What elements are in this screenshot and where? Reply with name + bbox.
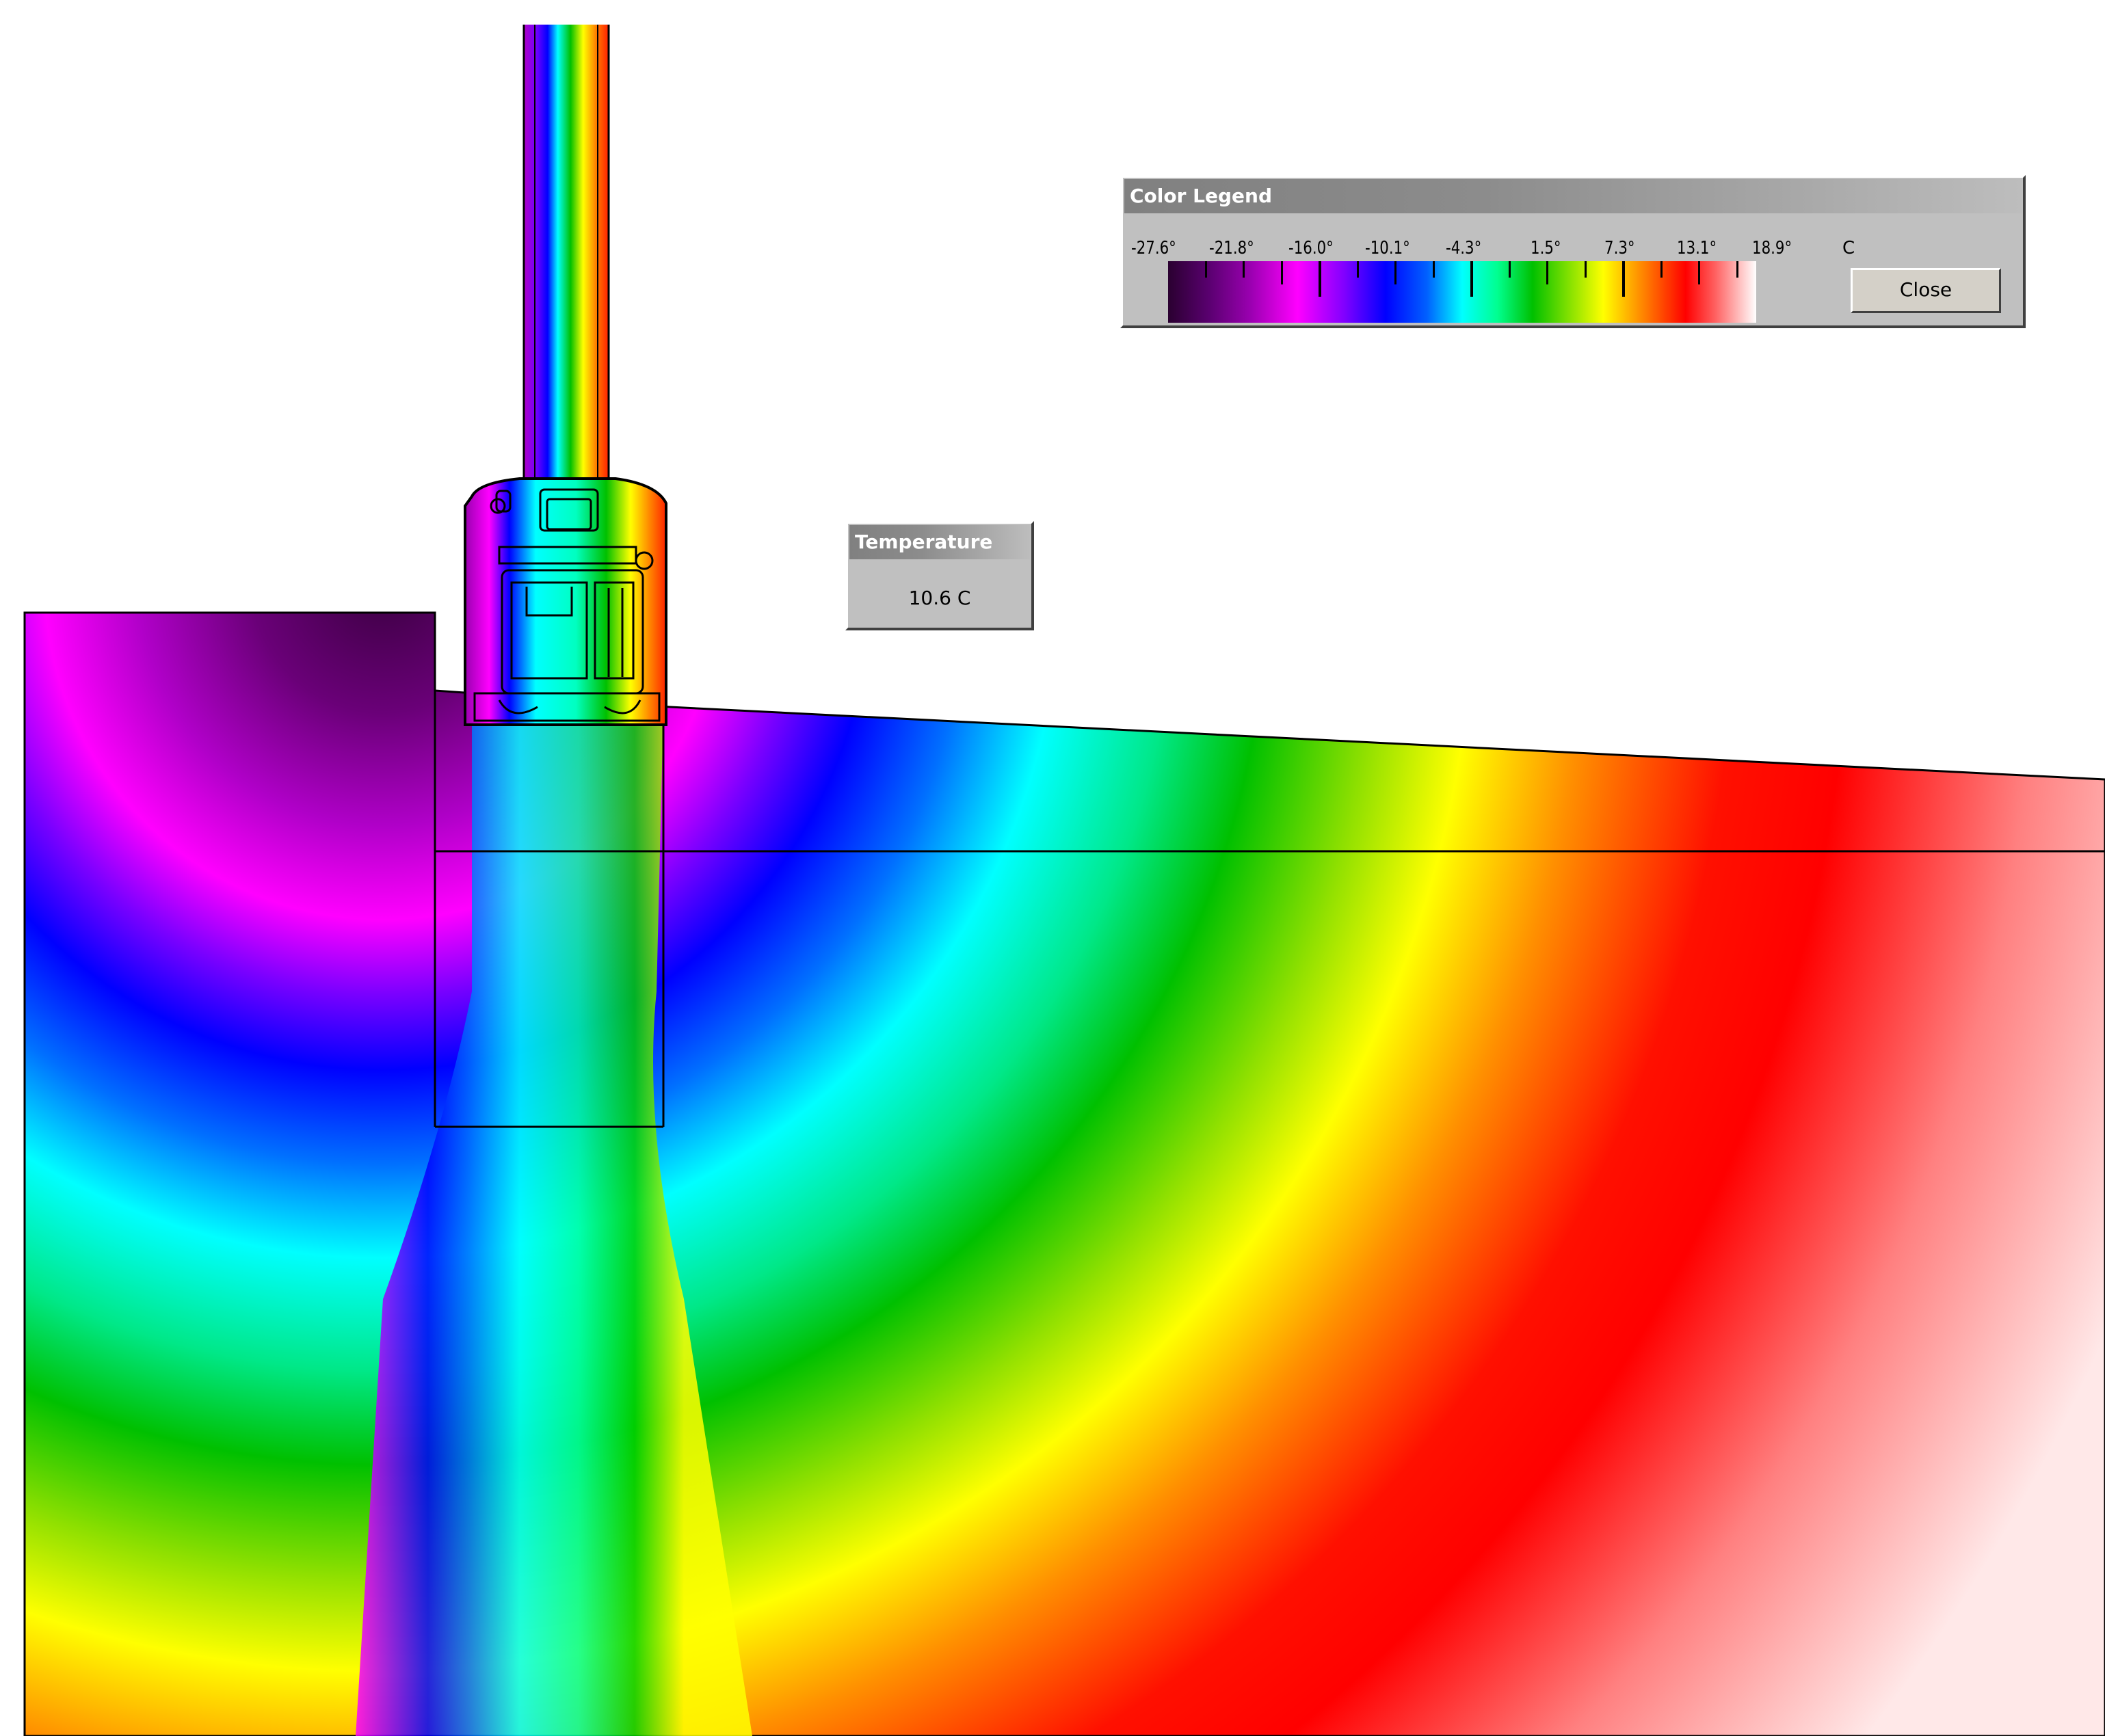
legend-tick — [1205, 261, 1207, 278]
legend-tick — [1698, 261, 1700, 284]
color-legend-window[interactable]: Color Legend -27.6° -21.8° -16.0° -10.1°… — [1120, 175, 2026, 328]
legend-tick-label: -21.8° — [1209, 238, 1254, 258]
legend-tick — [1660, 261, 1663, 278]
legend-tick — [1470, 261, 1473, 297]
legend-tick — [1319, 261, 1321, 297]
legend-tick-label: -4.3° — [1446, 238, 1482, 258]
legend-tick — [1243, 261, 1245, 278]
legend-tick — [1585, 261, 1587, 278]
legend-tick-labels: -27.6° -21.8° -16.0° -10.1° -4.3° 1.5° 7… — [1123, 238, 2023, 263]
legend-tick — [1509, 261, 1511, 278]
legend-tick — [1546, 261, 1548, 284]
legend-unit: C — [1842, 238, 1855, 258]
legend-tick-label: 1.5° — [1531, 238, 1561, 258]
legend-tick — [1433, 261, 1435, 278]
temperature-window[interactable]: Temperature 10.6 C — [845, 521, 1034, 630]
legend-tick-label: -27.6° — [1131, 238, 1176, 258]
legend-tick-label: 18.9° — [1752, 238, 1792, 258]
legend-tick — [1394, 261, 1396, 284]
legend-tick-label: 13.1° — [1677, 238, 1717, 258]
close-button[interactable]: Close — [1851, 268, 2001, 313]
frame-column-gradient — [356, 711, 752, 1736]
legend-tick — [1736, 261, 1738, 278]
legend-tick-label: -16.0° — [1288, 238, 1334, 258]
wall-section — [23, 611, 2105, 1736]
temperature-value: 10.6 C — [908, 587, 971, 609]
window-frame-profile — [464, 477, 667, 726]
legend-tick — [1622, 261, 1625, 297]
legend-tick-label: -10.1° — [1365, 238, 1410, 258]
color-scale-bar — [1168, 261, 1756, 323]
legend-tick-label: 7.3° — [1604, 238, 1635, 258]
legend-tick — [1281, 261, 1283, 284]
color-legend-titlebar[interactable]: Color Legend — [1124, 179, 2022, 213]
legend-tick — [1357, 261, 1359, 278]
temperature-titlebar[interactable]: Temperature — [849, 525, 1030, 559]
glass-pane — [524, 25, 609, 503]
